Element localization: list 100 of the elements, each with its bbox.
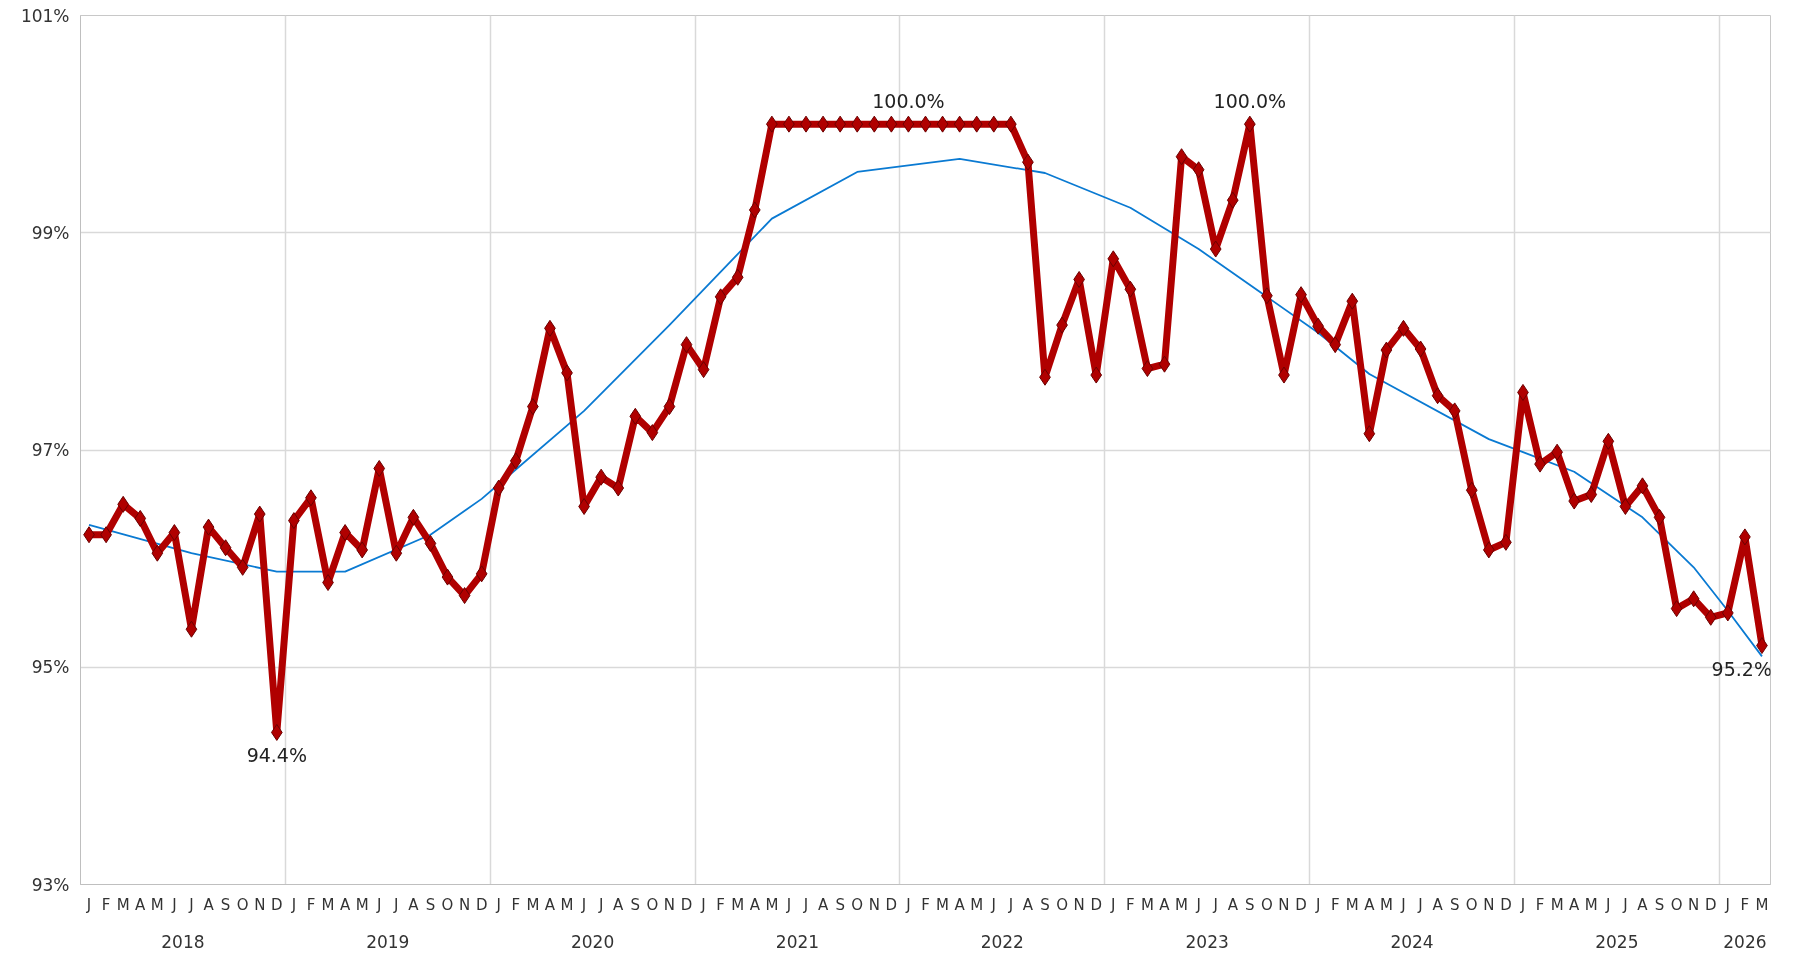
- x-tick-label: M: [1379, 895, 1393, 914]
- x-tick-label: S: [220, 895, 231, 914]
- x-tick-label: J: [1110, 895, 1116, 914]
- x-tick-label: F: [1126, 895, 1135, 914]
- x-tick-label: O: [1056, 895, 1068, 914]
- x-tick-label: S: [1245, 895, 1255, 914]
- data-label: 100.0%: [1213, 90, 1287, 113]
- x-tick-label: J: [188, 895, 194, 914]
- x-tick-label: A: [954, 895, 966, 914]
- x-tick-label: A: [749, 895, 761, 914]
- text: 2021: [775, 931, 820, 952]
- x-tick-label: J: [495, 895, 501, 914]
- x-tick-label: M: [1175, 895, 1189, 914]
- x-tick-label: F: [716, 895, 725, 914]
- x-tick-label: D: [1500, 895, 1512, 914]
- x-tick-label: O: [441, 895, 454, 914]
- x-tick-label: O: [1261, 895, 1273, 914]
- x-tick-label: J: [905, 895, 911, 914]
- data-label: 100.0%: [872, 90, 945, 113]
- x-tick-label: M: [116, 895, 130, 914]
- x-tick-label: J: [580, 895, 587, 914]
- x-tick-label: M: [321, 895, 335, 914]
- x-tick-label: M: [1140, 895, 1154, 914]
- x-tick-label: O: [646, 895, 659, 914]
- text: 2026: [1723, 931, 1767, 952]
- data-label: 95.2%: [1711, 657, 1772, 680]
- text: 2022: [980, 931, 1024, 952]
- x-tick-label: A: [544, 895, 556, 914]
- x-tick-label: J: [376, 895, 382, 914]
- x-tick-label: M: [150, 895, 164, 914]
- x-tick-label: M: [560, 895, 574, 914]
- x-tick-label: J: [1195, 895, 1201, 914]
- x-tick-label: F: [511, 895, 521, 914]
- x-tick-label: A: [1159, 895, 1171, 914]
- x-tick-label: J: [1007, 895, 1014, 914]
- text: 2019: [366, 931, 410, 952]
- text: 2018: [161, 931, 205, 952]
- x-tick-label: N: [1073, 895, 1085, 914]
- y-tick-label: 101%: [20, 5, 70, 26]
- x-tick-label: J: [1314, 895, 1321, 914]
- x-tick-label: D: [680, 895, 693, 914]
- data-label: 94.4%: [246, 744, 307, 767]
- x-tick-label: A: [203, 895, 215, 914]
- x-tick-label: D: [475, 895, 488, 914]
- x-tick-label: S: [1040, 895, 1050, 914]
- x-tick-label: N: [663, 895, 676, 914]
- x-tick-label: M: [936, 895, 950, 914]
- x-tick-label: F: [1740, 895, 1750, 914]
- x-tick-label: J: [597, 895, 604, 914]
- text: 2025: [1595, 931, 1639, 952]
- text: 2023: [1185, 931, 1229, 952]
- x-tick-label: N: [254, 895, 266, 914]
- x-tick-label: A: [817, 895, 829, 914]
- x-tick-label: S: [630, 895, 641, 914]
- x-tick-label: J: [802, 895, 809, 914]
- x-tick-label: J: [1519, 895, 1526, 914]
- x-tick-label: D: [885, 895, 898, 914]
- x-tick-label: D: [1704, 895, 1717, 914]
- x-tick-label: J: [1724, 895, 1731, 914]
- x-tick-label: N: [458, 895, 471, 914]
- y-tick-label: 99%: [31, 222, 70, 243]
- x-tick-label: A: [1637, 895, 1649, 914]
- x-tick-label: A: [1022, 895, 1034, 914]
- x-tick-label: D: [271, 895, 283, 914]
- x-tick-label: A: [408, 895, 420, 914]
- x-tick-label: M: [765, 895, 779, 914]
- y-tick-label: 97%: [31, 440, 70, 460]
- text: 2020: [570, 931, 615, 952]
- x-tick-label: A: [613, 895, 625, 914]
- x-tick-label: S: [425, 895, 436, 914]
- y-tick-label: 93%: [31, 874, 70, 895]
- x-tick-label: F: [1330, 895, 1340, 914]
- x-tick-label: S: [835, 895, 845, 914]
- x-tick-label: F: [1535, 895, 1545, 914]
- x-tick-label: M: [731, 895, 745, 914]
- x-tick-label: A: [1569, 895, 1581, 914]
- x-tick-label: D: [1295, 895, 1307, 914]
- x-tick-label: J: [393, 895, 399, 914]
- x-tick-label: S: [1654, 895, 1665, 914]
- x-tick-label: N: [1483, 895, 1495, 914]
- x-tick-label: M: [1584, 895, 1598, 914]
- x-tick-label: J: [1400, 895, 1406, 914]
- x-tick-label: F: [921, 895, 930, 914]
- x-tick-label: D: [1090, 895, 1102, 914]
- x-tick-label: M: [1345, 895, 1359, 914]
- y-tick-label: 95%: [31, 657, 70, 678]
- x-tick-label: A: [1432, 895, 1444, 914]
- x-tick-label: S: [1449, 895, 1460, 914]
- x-tick-label: O: [1465, 895, 1478, 914]
- x-tick-label: O: [851, 895, 864, 914]
- x-tick-label: A: [1227, 895, 1239, 914]
- x-tick-label: M: [526, 895, 540, 914]
- x-tick-label: F: [101, 895, 111, 914]
- x-tick-label: J: [290, 895, 297, 914]
- x-tick-label: A: [1364, 895, 1376, 914]
- x-tick-label: J: [700, 895, 706, 914]
- x-tick-label: A: [135, 895, 147, 914]
- x-tick-label: O: [236, 895, 249, 914]
- x-tick-label: M: [970, 895, 984, 914]
- x-tick-label: N: [868, 895, 880, 914]
